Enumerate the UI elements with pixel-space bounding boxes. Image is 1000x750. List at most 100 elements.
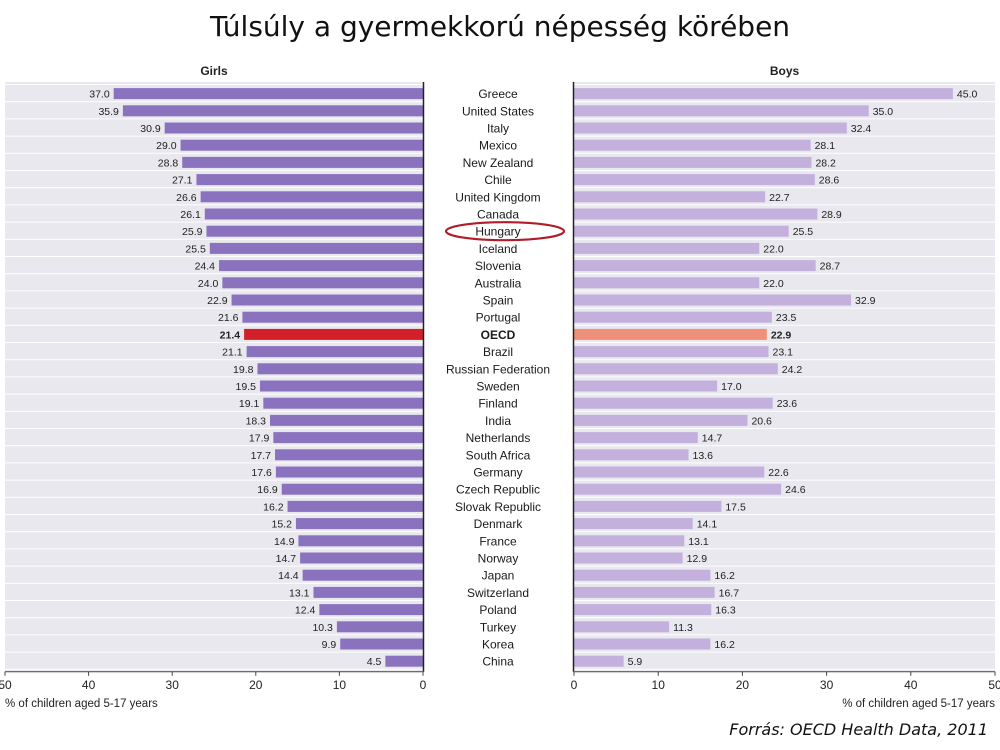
girls-tick-label: 40: [82, 678, 96, 692]
country-label: United Kingdom: [455, 190, 540, 204]
girls-bar: [302, 569, 423, 581]
boys-value-label: 28.1: [815, 140, 836, 152]
girls-value-label: 14.7: [276, 553, 297, 565]
girls-tick-label: 30: [166, 678, 180, 692]
boys-bar: [574, 586, 715, 598]
girls-value-label: 19.1: [239, 398, 260, 410]
girls-value-label: 4.5: [367, 656, 382, 668]
boys-bar: [574, 191, 766, 203]
girls-panel: Girls 37.0 35.9 30.9 29.0 28.8 27.1 26.6 26.1 25.…: [0, 64, 427, 710]
girls-tick-label: 20: [249, 678, 263, 692]
boys-value-label: 5.9: [628, 656, 643, 668]
boys-value-label: 32.4: [851, 123, 872, 135]
girls-value-label: 14.4: [278, 570, 299, 582]
country-label: France: [479, 534, 517, 548]
boys-bar: [574, 552, 683, 564]
country-label: Slovenia: [475, 259, 521, 273]
girls-value-label: 16.9: [257, 484, 278, 496]
girls-bar: [113, 88, 424, 100]
country-label: Japan: [482, 569, 515, 583]
boys-value-label: 17.0: [721, 381, 742, 393]
country-labels: Greece United States Italy Mexico New Zealan…: [446, 87, 550, 669]
boys-bar: [574, 466, 765, 478]
boys-panel: Boys 45.0 35.032.4 28.1 28.2 28.6 22.7 28.9 25.5…: [571, 64, 1000, 710]
girls-value-label: 19.8: [233, 364, 254, 376]
girls-value-label: 21.4: [220, 329, 241, 341]
girls-bar: [196, 174, 423, 186]
boys-value-label: 16.2: [714, 639, 735, 651]
girls-bar: [275, 466, 423, 478]
slide-title: Túlsúly a gyermekkorú népesség körében: [209, 10, 791, 43]
girls-value-label: 10.3: [312, 622, 333, 634]
girls-tick-label: 50: [0, 678, 12, 692]
girls-bar: [270, 414, 423, 426]
country-label: India: [485, 414, 511, 428]
boys-bar: [574, 328, 767, 340]
girls-bar: [180, 139, 423, 151]
girls-value-label: 37.0: [89, 89, 110, 101]
boys-value-label: 20.6: [751, 415, 772, 427]
girls-value-label: 21.1: [222, 347, 243, 359]
boys-bar: [574, 380, 718, 392]
girls-bar: [242, 311, 423, 323]
girls-bar: [200, 191, 423, 203]
boys-bar: [574, 535, 685, 547]
country-label: Russian Federation: [446, 362, 550, 376]
girls-tick-label: 0: [420, 678, 427, 692]
girls-value-label: 24.0: [198, 278, 219, 290]
girls-bar: [231, 294, 423, 306]
country-label: Poland: [479, 603, 516, 617]
boys-bar: [574, 88, 953, 100]
country-label: Czech Republic: [456, 483, 540, 497]
boys-value-label: 23.6: [777, 398, 798, 410]
girls-bar: [244, 328, 423, 340]
boys-bar: [574, 156, 812, 168]
boys-value-label: 45.0: [957, 89, 978, 101]
boys-tick-label: 30: [820, 678, 834, 692]
boys-bar: [574, 432, 698, 444]
country-label: New Zealand: [463, 156, 534, 170]
boys-bar: [574, 638, 711, 650]
boys-bar: [574, 518, 693, 530]
boys-bar: [574, 569, 711, 581]
source-note: Forrás: OECD Health Data, 2011: [729, 720, 988, 739]
boys-bar: [574, 483, 782, 495]
boys-bar: [574, 363, 778, 375]
country-label: Italy: [487, 122, 509, 136]
girls-value-label: 17.9: [249, 433, 270, 445]
girls-value-label: 26.6: [176, 192, 197, 204]
girls-value-label: 28.8: [158, 157, 179, 169]
boys-value-label: 16.7: [719, 587, 740, 599]
boys-value-label: 24.6: [785, 484, 806, 496]
boys-value-label: 11.3: [673, 622, 693, 634]
country-label: Portugal: [476, 311, 521, 325]
boys-value-label: 12.9: [687, 553, 708, 565]
boys-value-label: 35.0: [873, 106, 894, 118]
boys-bar: [574, 500, 722, 512]
annotation-layer: [444, 221, 566, 242]
country-label: Greece: [478, 87, 518, 101]
boys-bar: [574, 139, 811, 151]
girls-value-label: 25.9: [182, 226, 203, 238]
girls-bar: [206, 225, 423, 237]
boys-value-label: 16.2: [714, 570, 735, 582]
girls-bar: [340, 638, 423, 650]
boys-axis-title: % of children aged 5-17 years: [842, 698, 995, 710]
boys-value-label: 14.7: [702, 433, 723, 445]
boys-tick-label: 50: [988, 678, 1000, 692]
boys-value-label: 28.7: [820, 261, 841, 273]
girls-bar: [259, 380, 423, 392]
country-label: Turkey: [480, 620, 516, 634]
girls-value-label: 25.5: [185, 243, 206, 255]
girls-bar: [164, 122, 423, 134]
boys-bar: [574, 311, 772, 323]
girls-value-label: 26.1: [180, 209, 201, 221]
country-label: Germany: [473, 466, 522, 480]
highlight-circle: [444, 221, 566, 242]
girls-bar: [263, 397, 423, 409]
girls-value-label: 29.0: [156, 140, 177, 152]
girls-bar: [122, 105, 423, 117]
boys-value-label: 23.1: [773, 347, 794, 359]
girls-value-label: 27.1: [172, 175, 193, 187]
boys-value-label: 28.6: [819, 175, 840, 187]
